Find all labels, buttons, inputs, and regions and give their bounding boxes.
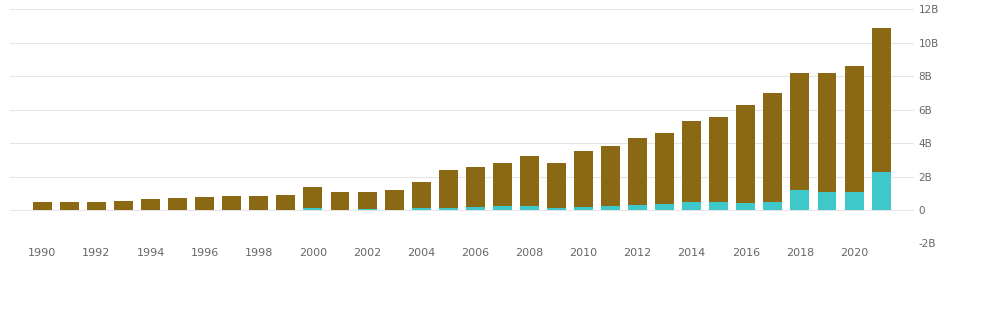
Bar bbox=[737, 105, 756, 210]
Bar bbox=[574, 207, 593, 210]
Bar bbox=[682, 202, 701, 210]
Bar bbox=[466, 167, 485, 210]
Bar bbox=[222, 196, 241, 210]
Bar bbox=[331, 192, 350, 210]
Bar bbox=[601, 146, 620, 210]
Bar bbox=[412, 208, 431, 210]
Bar bbox=[520, 206, 539, 210]
Bar bbox=[249, 196, 268, 210]
Bar bbox=[196, 197, 214, 210]
Bar bbox=[682, 120, 701, 210]
Bar bbox=[493, 163, 511, 210]
Bar bbox=[817, 192, 836, 210]
Bar bbox=[872, 28, 891, 210]
Bar bbox=[790, 190, 809, 210]
Bar bbox=[547, 163, 566, 210]
Bar bbox=[439, 208, 458, 210]
Bar bbox=[168, 198, 187, 210]
Bar bbox=[357, 192, 376, 210]
Bar bbox=[764, 93, 782, 210]
Bar bbox=[141, 199, 160, 210]
Bar bbox=[547, 208, 566, 210]
Bar bbox=[790, 73, 809, 210]
Bar bbox=[709, 202, 728, 210]
Bar bbox=[33, 202, 52, 210]
Bar bbox=[466, 207, 485, 210]
Bar bbox=[845, 192, 864, 210]
Bar bbox=[412, 182, 431, 210]
Bar bbox=[574, 151, 593, 210]
Bar bbox=[629, 138, 647, 210]
Legend: Revenue, Net Income: Revenue, Net Income bbox=[333, 308, 519, 312]
Bar bbox=[872, 172, 891, 210]
Bar bbox=[304, 187, 323, 210]
Bar bbox=[276, 195, 295, 210]
Bar bbox=[655, 133, 674, 210]
Bar bbox=[304, 208, 323, 210]
Bar bbox=[709, 117, 728, 210]
Bar bbox=[655, 204, 674, 210]
Bar bbox=[764, 202, 782, 210]
Bar bbox=[817, 73, 836, 210]
Bar bbox=[629, 205, 647, 210]
Bar bbox=[737, 202, 756, 210]
Bar bbox=[60, 202, 78, 210]
Bar bbox=[520, 156, 539, 210]
Bar bbox=[845, 66, 864, 210]
Bar bbox=[114, 201, 133, 210]
Bar bbox=[439, 170, 458, 210]
Bar bbox=[87, 202, 106, 210]
Bar bbox=[493, 206, 511, 210]
Bar bbox=[357, 209, 376, 210]
Bar bbox=[384, 190, 403, 210]
Bar bbox=[601, 206, 620, 210]
